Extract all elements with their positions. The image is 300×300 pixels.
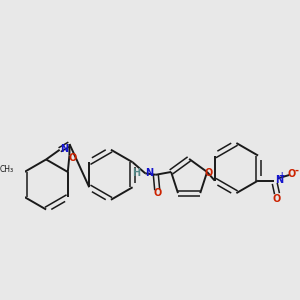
Text: N: N bbox=[145, 168, 153, 178]
Text: CH₃: CH₃ bbox=[0, 165, 14, 174]
Text: O: O bbox=[204, 168, 213, 178]
Text: O: O bbox=[273, 194, 281, 204]
Text: +: + bbox=[278, 171, 284, 180]
Text: -: - bbox=[294, 166, 298, 176]
Text: H: H bbox=[132, 168, 140, 178]
Text: N: N bbox=[276, 175, 284, 185]
Text: N: N bbox=[60, 144, 68, 154]
Text: O: O bbox=[69, 153, 77, 163]
Text: O: O bbox=[287, 169, 296, 178]
Text: O: O bbox=[153, 188, 161, 198]
